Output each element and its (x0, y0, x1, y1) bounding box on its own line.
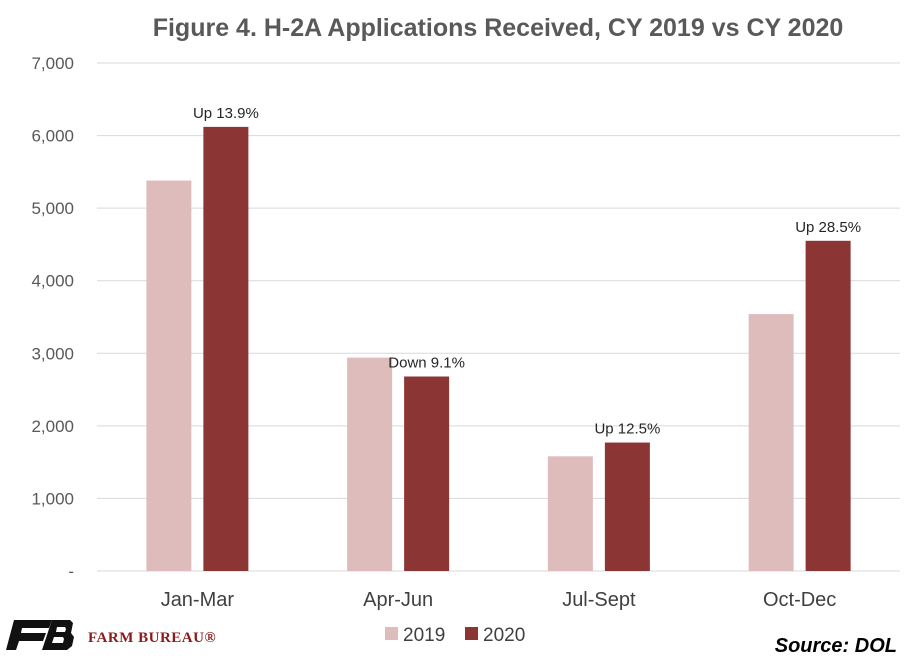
bar-2019-jan-mar (146, 180, 192, 571)
source-note: Source: DOL (775, 635, 897, 657)
y-tick-label: - (68, 562, 74, 581)
bars (146, 126, 851, 572)
x-tick-label: Oct-Dec (763, 589, 836, 611)
bar-2019-oct-dec (748, 314, 794, 571)
fb-logo-mark (6, 620, 74, 650)
data-label: Up 13.9% (193, 105, 259, 122)
y-tick-label: 7,000 (31, 54, 74, 73)
y-axis-ticks: - 1,000 2,000 3,000 4,000 5,000 6,000 7,000 (31, 54, 74, 581)
y-tick-label: 5,000 (31, 199, 74, 218)
bar-2019-apr-jun (347, 357, 393, 571)
legend-label: 2019 (403, 625, 445, 646)
x-tick-label: Jan-Mar (161, 589, 235, 611)
y-tick-label: 6,000 (31, 127, 74, 146)
brand-name: FARM BUREAU® (88, 630, 216, 646)
y-tick-label: 1,000 (31, 489, 74, 508)
data-labels: Up 13.9% Down 9.1% Up 12.5% Up 28.5% (193, 105, 861, 438)
bar-2020-oct-dec (805, 240, 851, 572)
bar-2020-jul-sept (604, 442, 650, 571)
y-tick-label: 2,000 (31, 417, 74, 436)
x-tick-label: Apr-Jun (363, 589, 433, 611)
farm-bureau-logo: FARM BUREAU® (6, 620, 216, 650)
legend-label: 2020 (483, 625, 525, 646)
data-label: Up 28.5% (795, 219, 861, 236)
bar-2020-jan-mar (203, 126, 249, 571)
x-axis-ticks: Jan-Mar Apr-Jun Jul-Sept Oct-Dec (161, 589, 837, 611)
legend-swatch-2019 (385, 627, 398, 640)
y-tick-label: 4,000 (31, 272, 74, 291)
data-label: Down 9.1% (388, 355, 465, 372)
x-tick-label: Jul-Sept (562, 589, 636, 611)
legend-swatch-2020 (465, 627, 478, 640)
chart-title: Figure 4. H-2A Applications Received, CY… (153, 14, 844, 42)
bar-2019-jul-sept (547, 456, 593, 571)
y-tick-label: 3,000 (31, 344, 74, 363)
legend: 2019 2020 (385, 625, 525, 646)
bar-2020-apr-jun (404, 376, 450, 571)
data-label: Up 12.5% (594, 421, 660, 438)
